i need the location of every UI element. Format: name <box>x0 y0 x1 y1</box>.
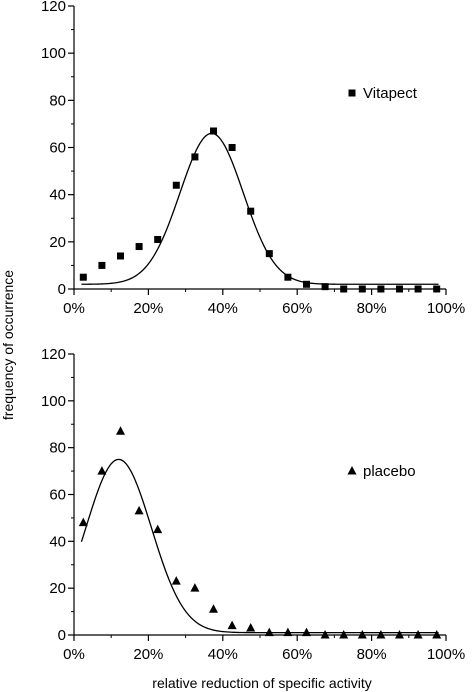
legend-label: Vitapect <box>363 85 418 102</box>
y-tick-label: 120 <box>41 0 66 15</box>
data-point <box>247 207 255 215</box>
data-point <box>97 466 107 475</box>
x-tick-label: 20% <box>133 646 163 663</box>
y-tick-label: 40 <box>49 187 66 204</box>
data-point <box>283 627 293 637</box>
data-point <box>395 630 404 639</box>
y-tick-label: 20 <box>49 234 66 251</box>
x-tick-label: 100% <box>427 646 465 663</box>
data-point <box>433 285 441 293</box>
y-axis-title: frequency of occurrence <box>0 270 16 420</box>
data-point <box>134 505 144 515</box>
y-tick-label: 60 <box>49 140 66 157</box>
fit-curve <box>80 458 439 634</box>
data-point <box>320 630 330 639</box>
data-point <box>284 273 292 281</box>
data-point <box>191 153 199 161</box>
x-tick-label: 20% <box>133 300 163 317</box>
data-point <box>264 627 274 637</box>
y-tick-label: 40 <box>49 533 66 550</box>
data-point <box>432 630 442 639</box>
data-point <box>98 261 106 269</box>
data-point <box>377 285 385 293</box>
data-point <box>358 285 366 293</box>
x-tick-label: 80% <box>357 646 387 663</box>
data-point <box>228 144 236 151</box>
x-tick-label: 40% <box>208 300 238 317</box>
data-point <box>116 426 125 435</box>
panel-placebo: 0 20 40 60 80 100 120 0% 20% 40% 60% 80% 100% placebo <box>41 346 465 663</box>
x-tick-label: 100% <box>427 300 465 317</box>
y-tick-label: 100 <box>41 45 66 62</box>
data-point <box>190 583 200 592</box>
data-point <box>209 604 218 613</box>
x-tick-label: 0% <box>63 646 85 663</box>
data-point <box>171 576 181 585</box>
y-tick-label: 80 <box>49 440 66 457</box>
data-point <box>376 630 386 639</box>
data-point <box>135 243 143 251</box>
data-point <box>340 285 348 293</box>
x-tick-label: 40% <box>208 646 238 663</box>
y-tick-label: 100 <box>41 393 66 410</box>
data-point <box>413 630 423 639</box>
x-tick-label: 60% <box>282 300 312 317</box>
legend-label: placebo <box>363 463 416 480</box>
data-point <box>154 235 162 243</box>
data-point <box>172 181 180 189</box>
y-tick-label: 60 <box>49 487 66 504</box>
data-point <box>414 285 422 293</box>
data-point <box>153 524 163 534</box>
y-tick-label: 120 <box>41 346 66 363</box>
y-tick-label: 20 <box>49 580 66 597</box>
data-point <box>78 517 88 527</box>
fit-curve <box>81 132 439 285</box>
data-point <box>339 630 349 639</box>
data-point <box>210 127 217 135</box>
y-tick-label: 0 <box>58 281 66 298</box>
x-tick-label: 0% <box>63 300 85 317</box>
data-point <box>396 285 403 293</box>
data-point <box>227 620 237 630</box>
x-tick-label: 80% <box>357 300 387 317</box>
data-point <box>303 280 310 288</box>
data-point <box>246 622 256 632</box>
y-tick-label: 80 <box>49 92 66 109</box>
y-tick-label: 0 <box>58 627 66 644</box>
data-point <box>357 630 367 639</box>
data-point <box>265 250 273 258</box>
data-point <box>321 283 329 291</box>
panel-vitapect: 0 20 40 60 80 100 120 0% 20% 40% 60% 80% 100% Vitapec… <box>41 0 465 317</box>
legend-marker <box>348 89 356 97</box>
data-point <box>79 273 87 281</box>
data-point <box>117 252 124 260</box>
x-axis-title: relative reduction of specific activity <box>152 675 371 691</box>
legend-marker <box>347 466 357 475</box>
x-tick-label: 60% <box>282 646 312 663</box>
data-point <box>302 627 311 637</box>
